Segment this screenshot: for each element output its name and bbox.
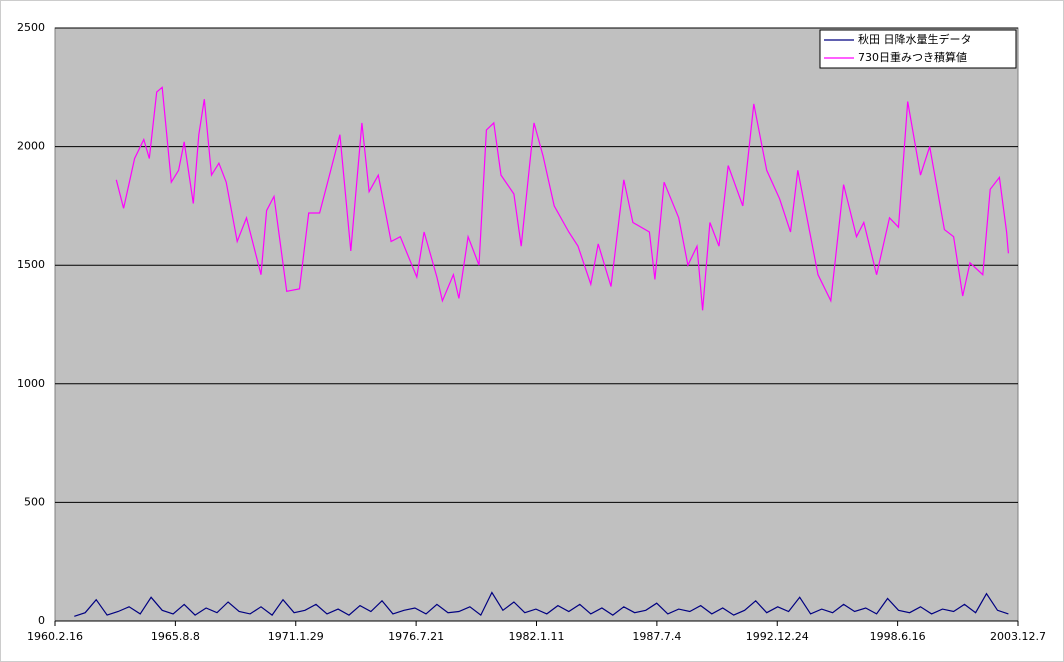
x-tick-label: 1976.7.21 [388,630,444,643]
y-tick-label: 1500 [17,258,45,271]
x-tick-label: 1960.2.16 [27,630,83,643]
x-tick-label: 1971.1.29 [268,630,324,643]
x-tick-label: 1992.12.24 [746,630,809,643]
x-tick-label: 1965.8.8 [151,630,200,643]
x-tick-label: 1998.6.16 [870,630,926,643]
series-line [115,86,1009,311]
legend-label: 秋田 日降水量生データ [858,32,972,46]
legend-label: 730日重みつき積算値 [858,50,967,64]
legend-box [819,29,1017,69]
y-tick-label: 500 [24,495,45,508]
y-tick-label: 1000 [17,377,45,390]
series-line [74,591,1009,617]
plot-area [54,27,1019,622]
x-tick-label: 1982.1.11 [509,630,565,643]
y-tick-label: 2500 [17,21,45,34]
x-tick-label: 2003.12.7 [990,630,1046,643]
x-tick-label: 1987.7.4 [632,630,681,643]
y-tick-label: 2000 [17,140,45,153]
y-tick-label: 0 [38,614,45,627]
